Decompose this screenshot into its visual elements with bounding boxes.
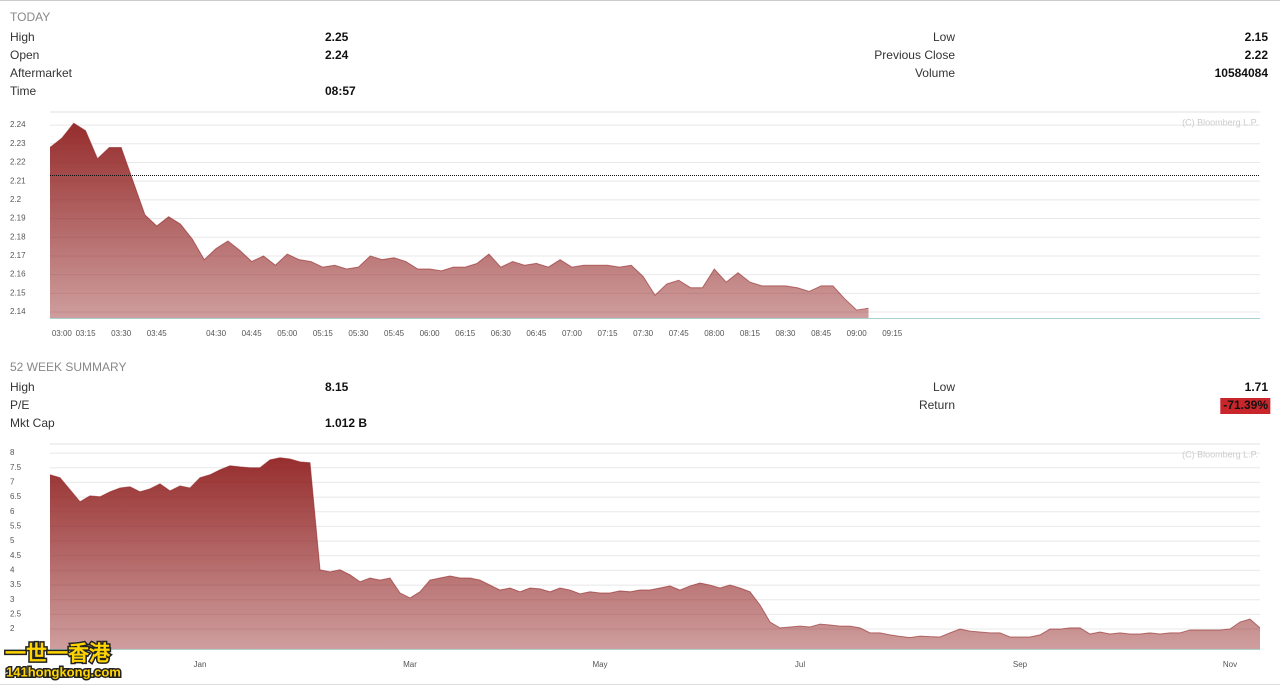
y-tick-label: 2.15 — [10, 288, 26, 297]
x-tick-label: 07:00 — [562, 329, 583, 338]
x-tick-label: Mar — [403, 660, 417, 669]
section-title: 52 WEEK SUMMARY — [10, 360, 126, 374]
y-tick-label: 2 — [10, 624, 15, 633]
x-tick-label: 03:30 — [111, 329, 132, 338]
x-tick-label: 05:00 — [277, 329, 298, 338]
stat-label: Mkt Cap — [10, 416, 55, 430]
stat-label: Low — [933, 30, 955, 44]
x-tick-label: Jan — [194, 660, 207, 669]
y-tick-label: 2.23 — [10, 139, 26, 148]
y-tick-label: 6.5 — [10, 492, 22, 501]
x-tick-label: 08:45 — [811, 329, 832, 338]
watermark-logo: 一世一香港 — [5, 642, 111, 666]
area-line — [49, 122, 869, 311]
y-tick-label: 4.5 — [10, 551, 22, 560]
watermark-url: 141hongkong.com — [6, 664, 121, 679]
stat-value: 2.15 — [1245, 30, 1269, 44]
x-tick-label: 03:45 — [147, 329, 168, 338]
stat-value: 2.24 — [325, 48, 349, 62]
y-tick-label: 2.18 — [10, 232, 26, 241]
stat-value: 2.25 — [325, 30, 349, 44]
y-tick-label: 5 — [10, 536, 15, 545]
y-tick-label: 3 — [10, 595, 15, 604]
x-tick-label: 05:30 — [348, 329, 369, 338]
x-tick-label: 07:45 — [669, 329, 690, 338]
y-tick-label: 2.22 — [10, 158, 26, 167]
x-tick-label: 08:00 — [704, 329, 725, 338]
area-line — [49, 457, 1261, 639]
y-tick-label: 3.5 — [10, 580, 22, 589]
x-tick-label: 05:15 — [313, 329, 334, 338]
x-tick-label: Jul — [795, 660, 805, 669]
stat-value: 1.012 B — [325, 416, 367, 430]
stat-label: Volume — [915, 66, 955, 80]
y-tick-label: 5.5 — [10, 522, 22, 531]
x-tick-label: May — [592, 660, 607, 669]
y-tick-label: 2.5 — [10, 610, 22, 619]
stat-value: 1.71 — [1245, 380, 1269, 394]
x-tick-label: 06:00 — [420, 329, 441, 338]
y-tick-label: 7 — [10, 478, 15, 487]
x-tick-label: 06:45 — [526, 329, 547, 338]
stat-label: Open — [10, 48, 39, 62]
stat-label: Return — [919, 398, 955, 412]
area — [50, 457, 1260, 649]
chart-source: (C) Bloomberg L.P. — [1182, 449, 1258, 459]
x-tick-label: 04:45 — [242, 329, 263, 338]
stat-value: 2.22 — [1245, 48, 1269, 62]
x-tick-label: 06:30 — [491, 329, 512, 338]
y-tick-label: 2.16 — [10, 270, 26, 279]
y-tick-label: 2.19 — [10, 214, 26, 223]
x-tick-label: 06:15 — [455, 329, 476, 338]
stat-label: High — [10, 380, 35, 394]
stat-value: 8.15 — [325, 380, 349, 394]
stat-label: Aftermarket — [10, 66, 73, 80]
x-tick-label: 08:15 — [740, 329, 761, 338]
x-tick-label: 09:00 — [847, 329, 868, 338]
x-tick-label: Nov — [1223, 660, 1237, 669]
y-tick-label: 2.2 — [10, 195, 22, 204]
x-tick-label: 07:15 — [598, 329, 619, 338]
y-tick-label: 7.5 — [10, 463, 22, 472]
x-tick-label: 03:15 — [76, 329, 97, 338]
y-tick-label: 2.14 — [10, 307, 26, 316]
x-tick-label: 09:15 — [882, 329, 903, 338]
stat-value: 08:57 — [325, 84, 356, 98]
stat-label: Previous Close — [874, 48, 955, 62]
stat-value: 10584084 — [1215, 66, 1269, 80]
stat-label: High — [10, 30, 35, 44]
x-tick-label: 04:30 — [206, 329, 227, 338]
stat-label: P/E — [10, 398, 29, 412]
y-tick-label: 2.17 — [10, 251, 26, 260]
y-tick-label: 6 — [10, 507, 15, 516]
area — [50, 123, 869, 318]
stat-label: Time — [10, 84, 37, 98]
y-tick-label: 2.24 — [10, 120, 26, 129]
value-badge — [1220, 398, 1271, 414]
x-tick-label: 08:30 — [775, 329, 796, 338]
stat-label: Low — [933, 380, 955, 394]
y-tick-label: 2.21 — [10, 176, 26, 185]
y-tick-label: 8 — [10, 448, 15, 457]
section-title: TODAY — [10, 10, 50, 24]
x-tick-label: 03:00 — [52, 329, 73, 338]
x-tick-label: 07:30 — [633, 329, 654, 338]
x-tick-label: Sep — [1013, 660, 1028, 669]
y-tick-label: 4 — [10, 566, 15, 575]
chart-source: (C) Bloomberg L.P. — [1182, 117, 1258, 127]
stat-value: -71.39% — [1223, 398, 1268, 412]
x-tick-label: 05:45 — [384, 329, 405, 338]
